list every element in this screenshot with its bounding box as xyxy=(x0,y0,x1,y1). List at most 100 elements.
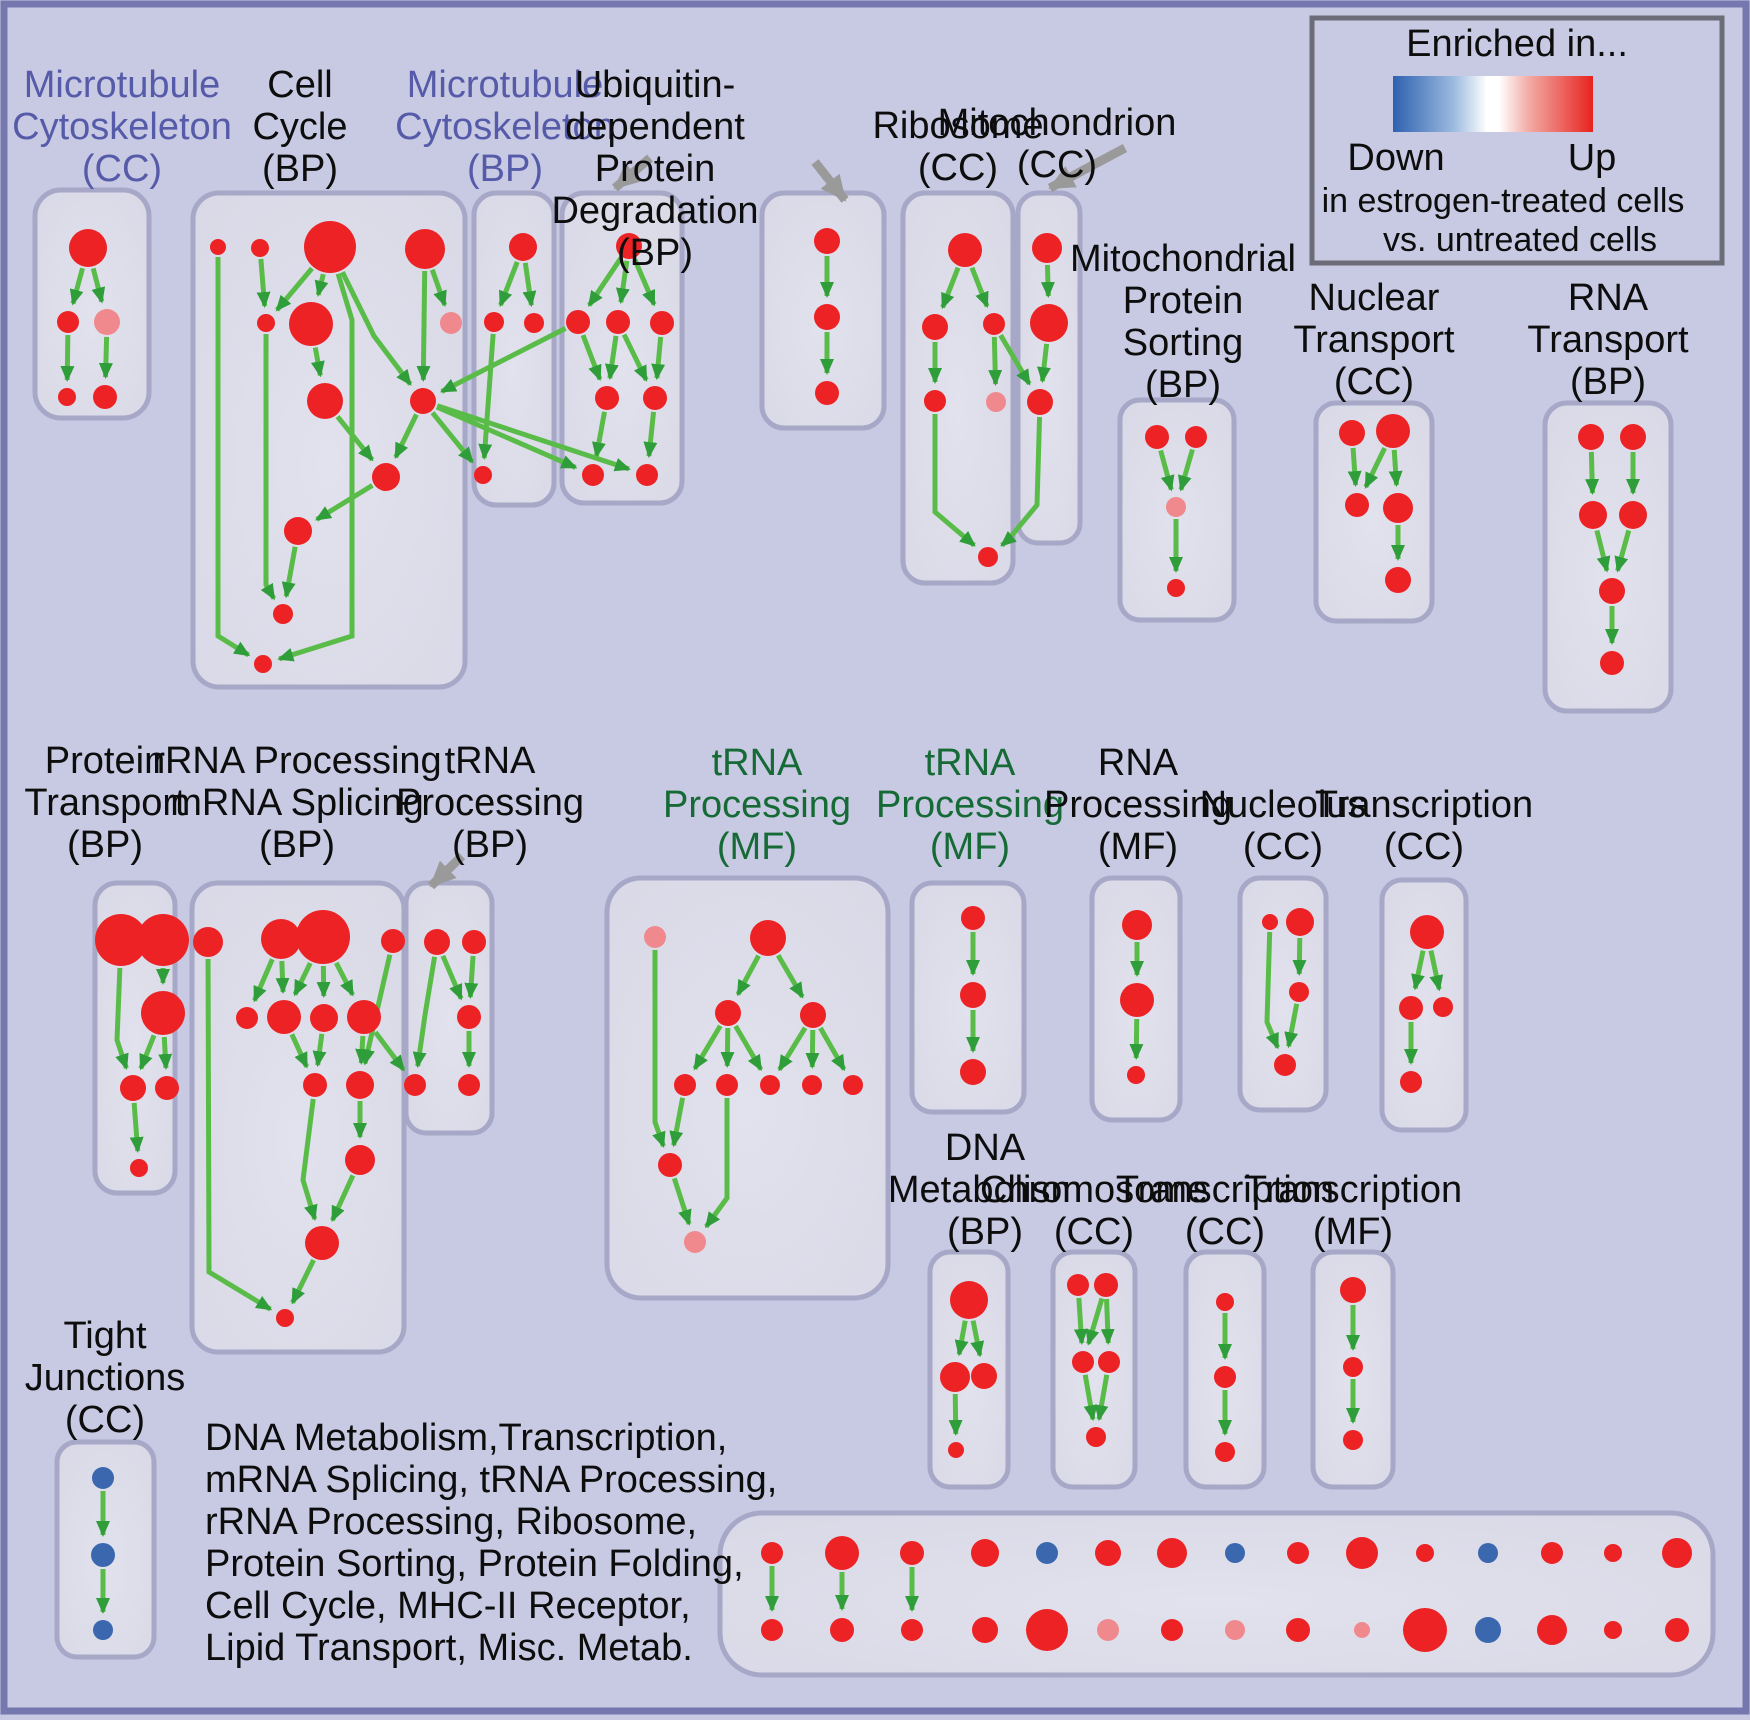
misc-categories-line: rRNA Processing, Ribosome, xyxy=(205,1501,697,1543)
strip-bottom-node xyxy=(1286,1618,1310,1642)
go-term-node xyxy=(1216,1293,1234,1311)
go-term-node xyxy=(1289,982,1309,1002)
go-term-node xyxy=(1166,497,1186,517)
cluster-box-chromosome xyxy=(1053,1252,1135,1487)
strip-bottom-node xyxy=(1604,1621,1622,1639)
cluster-label-line: Mitochondrion xyxy=(938,102,1177,144)
strip-bottom-node xyxy=(830,1618,854,1642)
hierarchy-edge xyxy=(955,1394,956,1434)
go-term-node xyxy=(1145,425,1169,449)
go-term-node xyxy=(940,1362,970,1392)
strip-top-node xyxy=(1478,1543,1498,1563)
go-term-node xyxy=(684,1231,706,1253)
hierarchy-edge xyxy=(1394,450,1396,485)
go-term-node xyxy=(595,386,619,410)
go-term-node xyxy=(305,1226,339,1260)
strip-bottom-node xyxy=(1354,1622,1370,1638)
go-term-node xyxy=(1578,424,1604,450)
go-term-node xyxy=(210,239,226,255)
go-term-node xyxy=(960,982,986,1008)
strip-bottom-node xyxy=(1665,1618,1689,1642)
go-term-node xyxy=(1215,1442,1235,1462)
cluster-label-line: Processing xyxy=(663,784,851,826)
go-term-node xyxy=(843,1075,863,1095)
strip-top-node xyxy=(971,1539,999,1567)
go-term-node xyxy=(658,1153,682,1177)
cluster-label-line: Microtubule xyxy=(24,64,220,106)
go-term-node xyxy=(92,1467,114,1489)
go-term-node xyxy=(462,930,486,954)
go-term-node xyxy=(193,927,223,957)
go-term-node xyxy=(1433,997,1453,1017)
cluster-label-line: (MF) xyxy=(930,826,1010,868)
cluster-label-line: (MF) xyxy=(717,826,797,868)
go-term-node xyxy=(1072,1351,1094,1373)
go-term-node xyxy=(458,1074,480,1096)
go-term-node xyxy=(1030,304,1068,342)
go-term-node xyxy=(1620,424,1646,450)
go-term-node xyxy=(484,312,504,332)
strip-bottom-node xyxy=(1026,1609,1068,1651)
go-term-node xyxy=(296,910,350,964)
go-term-node xyxy=(405,229,445,269)
cluster-label-line: (CC) xyxy=(1384,826,1464,868)
cluster-label-line: (MF) xyxy=(1313,1211,1393,1253)
go-term-node xyxy=(922,314,948,340)
go-term-node xyxy=(606,310,630,334)
go-term-node xyxy=(58,388,76,406)
cluster-box-nuclear-transport xyxy=(1316,403,1432,621)
strip-top-node xyxy=(1662,1538,1692,1568)
go-term-node xyxy=(289,302,333,346)
go-term-node xyxy=(1067,1274,1089,1296)
cluster-label-line: Processing xyxy=(876,784,1064,826)
go-term-node xyxy=(155,1076,179,1100)
go-term-node xyxy=(1600,651,1624,675)
go-term-node xyxy=(347,1000,381,1034)
hierarchy-edge xyxy=(282,961,283,992)
cluster-label-line: Mitochondrial xyxy=(1070,238,1296,280)
go-term-node xyxy=(1127,1066,1145,1084)
cluster-label-line: mRNA Splicing xyxy=(170,782,423,824)
cluster-label-line: (CC) xyxy=(1054,1211,1134,1253)
cluster-label-line: (BP) xyxy=(452,824,528,866)
go-term-node xyxy=(524,313,544,333)
cluster-label-line: (CC) xyxy=(65,1399,145,1441)
cluster-label-line: Processing xyxy=(396,782,584,824)
misc-categories-line: Cell Cycle, MHC-II Receptor, xyxy=(205,1585,691,1627)
go-term-node xyxy=(971,1363,997,1389)
go-term-node xyxy=(254,655,272,673)
cluster-label-line: (BP) xyxy=(67,824,143,866)
go-term-node xyxy=(800,1002,826,1028)
hierarchy-edge xyxy=(423,271,424,380)
go-term-node xyxy=(91,1543,115,1567)
cluster-label-line: rRNA Processing xyxy=(152,740,441,782)
go-term-node xyxy=(251,239,269,257)
strip-bottom-node xyxy=(901,1619,923,1641)
hierarchy-edge xyxy=(1136,1019,1137,1058)
cluster-box-bottom-strip xyxy=(720,1513,1713,1675)
go-term-node xyxy=(310,1004,338,1032)
cluster-label-line: DNA xyxy=(945,1127,1026,1169)
strip-top-node xyxy=(1346,1537,1378,1569)
go-term-node xyxy=(1120,983,1154,1017)
go-term-node xyxy=(948,233,982,267)
cluster-label-line: Cytoskeleton xyxy=(12,106,232,148)
go-term-node xyxy=(509,233,537,261)
go-term-node xyxy=(1579,501,1607,529)
go-term-node xyxy=(644,926,666,948)
cluster-label-line: Sorting xyxy=(1123,322,1243,364)
go-term-node xyxy=(961,906,985,930)
go-term-node xyxy=(236,1007,258,1029)
strip-bottom-node xyxy=(1225,1620,1245,1640)
go-term-node xyxy=(1345,493,1369,517)
go-term-node xyxy=(1619,501,1647,529)
go-term-node xyxy=(307,383,343,419)
go-term-node xyxy=(1032,233,1062,263)
hierarchy-edge xyxy=(812,1030,813,1067)
legend-title: Enriched in... xyxy=(1406,23,1628,65)
hierarchy-edge xyxy=(727,1028,728,1066)
cluster-label-line: Ubiquitin- xyxy=(575,64,736,106)
go-term-node xyxy=(1340,1277,1366,1303)
cluster-label-line: (BP) xyxy=(467,148,543,190)
